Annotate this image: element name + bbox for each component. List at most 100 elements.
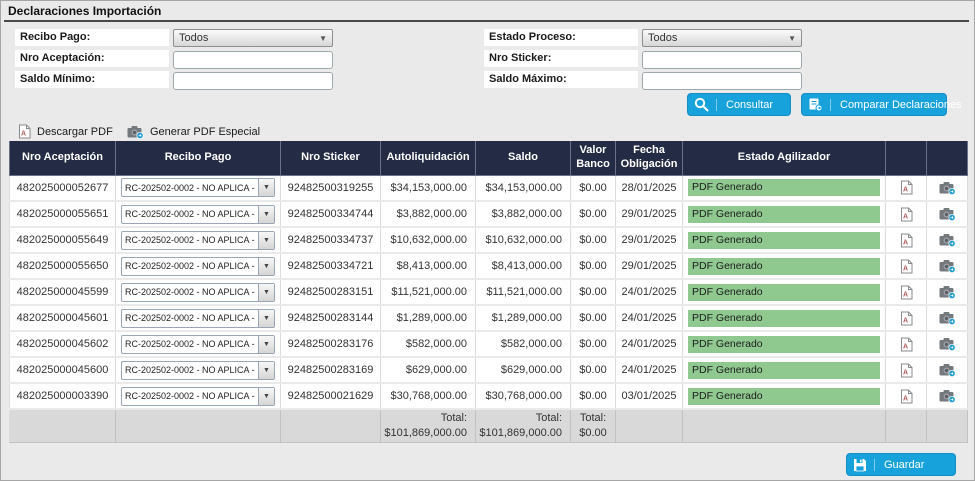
row-pdf-action[interactable]: A	[885, 253, 927, 280]
table-row: 482025000052677 RC-202502-0002 - NO APLI…	[9, 175, 968, 202]
generar-pdf-especial-label: Generar PDF Especial	[150, 125, 261, 138]
recibo-pago-row-select[interactable]: RC-202502-0002 - NO APLICA - .. ▼	[121, 256, 275, 276]
row-generar-pdf-action[interactable]	[926, 357, 968, 384]
cell-nro-aceptacion: 482025000045602	[9, 331, 116, 358]
header-pdf-column	[885, 141, 927, 176]
row-pdf-action[interactable]: A	[885, 175, 927, 202]
cell-estado-agilizador: PDF Generado	[682, 357, 886, 384]
row-pdf-action[interactable]: A	[885, 279, 927, 306]
row-generar-pdf-action[interactable]	[926, 331, 968, 358]
svg-text:A: A	[903, 187, 908, 194]
row-generar-pdf-action[interactable]	[926, 383, 968, 410]
row-generar-pdf-action[interactable]	[926, 175, 968, 202]
nro-aceptacion-input[interactable]	[173, 51, 333, 69]
generar-pdf-especial-link[interactable]: Generar PDF Especial	[127, 123, 260, 140]
cell-estado-agilizador: PDF Generado	[682, 253, 886, 280]
recibo-pago-row-select[interactable]: RC-202502-0002 - NO APLICA - .. ▼	[121, 204, 275, 224]
totals-label: Total:	[535, 412, 562, 425]
saldo-minimo-input[interactable]	[173, 72, 333, 90]
camera-icon	[127, 125, 144, 139]
cell-fecha-obligacion: 24/01/2025	[615, 331, 683, 358]
row-generar-pdf-action[interactable]	[926, 305, 968, 332]
recibo-pago-row-select[interactable]: RC-202502-0002 - NO APLICA - .. ▼	[121, 360, 275, 380]
descargar-pdf-link[interactable]: A Descargar PDF	[18, 123, 113, 140]
recibo-pago-select[interactable]: Todos ▼	[173, 29, 333, 47]
status-badge: PDF Generado	[688, 205, 880, 223]
recibo-pago-row-select[interactable]: RC-202502-0002 - NO APLICA - .. ▼	[121, 178, 275, 198]
chevron-down-icon[interactable]: ▼	[258, 283, 274, 301]
table-row: 482025000045601 RC-202502-0002 - NO APLI…	[9, 305, 968, 332]
recibo-pago-row-select[interactable]: RC-202502-0002 - NO APLICA - .. ▼	[121, 386, 275, 406]
cell-estado-agilizador: PDF Generado	[682, 279, 886, 306]
chevron-down-icon[interactable]: ▼	[258, 205, 274, 223]
row-generar-pdf-action[interactable]	[926, 279, 968, 306]
recibo-pago-row-select[interactable]: RC-202502-0002 - NO APLICA - .. ▼	[121, 282, 275, 302]
row-pdf-action[interactable]: A	[885, 201, 927, 228]
row-pdf-action[interactable]: A	[885, 357, 927, 384]
cell-recibo-pago: RC-202502-0002 - NO APLICA - .. ▼	[115, 383, 281, 410]
table-row: 482025000045602 RC-202502-0002 - NO APLI…	[9, 331, 968, 358]
estado-proceso-select[interactable]: Todos ▼	[642, 29, 802, 47]
recibo-pago-row-value: RC-202502-0002 - NO APLICA - ..	[125, 182, 258, 193]
chevron-down-icon[interactable]: ▼	[258, 335, 274, 353]
cell-valor-banco: $0.00	[570, 201, 616, 228]
svg-text:A: A	[903, 343, 908, 350]
status-badge: PDF Generado	[688, 361, 880, 379]
svg-text:A: A	[903, 291, 908, 298]
recibo-pago-row-select[interactable]: RC-202502-0002 - NO APLICA - .. ▼	[121, 334, 275, 354]
cell-nro-sticker: 92482500334737	[280, 227, 381, 254]
recibo-pago-row-select[interactable]: RC-202502-0002 - NO APLICA - .. ▼	[121, 308, 275, 328]
status-badge: PDF Generado	[688, 179, 880, 197]
guardar-button[interactable]: Guardar	[846, 453, 956, 476]
pdf-file-icon: A	[900, 259, 913, 273]
cell-nro-aceptacion: 482025000045599	[9, 279, 116, 306]
cell-valor-banco: $0.00	[570, 331, 616, 358]
cell-saldo: $10,632,000.00	[475, 227, 571, 254]
recibo-pago-row-value: RC-202502-0002 - NO APLICA - ..	[125, 391, 258, 401]
status-badge: PDF Generado	[688, 231, 880, 249]
chevron-down-icon[interactable]: ▼	[258, 309, 274, 327]
cell-valor-banco: $0.00	[570, 253, 616, 280]
row-generar-pdf-action[interactable]	[926, 227, 968, 254]
row-pdf-action[interactable]: A	[885, 383, 927, 410]
totals-empty-cell	[885, 409, 927, 443]
estado-proceso-selected-value: Todos	[648, 32, 678, 44]
chevron-down-icon[interactable]: ▼	[258, 361, 274, 379]
table-row: 482025000045599 RC-202502-0002 - NO APLI…	[9, 279, 968, 306]
status-badge: PDF Generado	[688, 335, 880, 353]
status-badge: PDF Generado	[688, 257, 880, 275]
row-pdf-action[interactable]: A	[885, 227, 927, 254]
header-recibo-pago: Recibo Pago	[115, 141, 281, 176]
row-generar-pdf-action[interactable]	[926, 253, 968, 280]
row-pdf-action[interactable]: A	[885, 331, 927, 358]
chevron-down-icon[interactable]: ▼	[258, 179, 274, 197]
cell-recibo-pago: RC-202502-0002 - NO APLICA - .. ▼	[115, 227, 281, 254]
consultar-label: Consultar	[716, 98, 773, 111]
row-pdf-action[interactable]: A	[885, 305, 927, 332]
cell-nro-aceptacion: 482025000045600	[9, 357, 116, 384]
row-generar-pdf-action[interactable]	[926, 201, 968, 228]
comparar-declaraciones-label: Comparar Declaraciones	[830, 98, 962, 111]
totals-valor-banco: Total: $0.00	[570, 409, 616, 443]
recibo-pago-row-select[interactable]: RC-202502-0002 - NO APLICA - .. ▼	[121, 230, 275, 250]
nro-sticker-input[interactable]	[642, 51, 802, 69]
chevron-down-icon[interactable]: ▼	[258, 231, 274, 249]
cell-autoliquidacion: $582,000.00	[380, 331, 476, 358]
cell-valor-banco: $0.00	[570, 357, 616, 384]
table-row: 482025000003390 RC-202502-0002 - NO APLI…	[9, 383, 968, 410]
totals-empty-cell	[9, 409, 116, 443]
cell-nro-sticker: 92482500319255	[280, 175, 381, 202]
header-autoliquidacion: Autoliquidación	[380, 141, 476, 176]
consultar-button[interactable]: Consultar	[687, 93, 791, 116]
recibo-pago-row-value: RC-202502-0002 - NO APLICA - ..	[125, 365, 258, 375]
cell-autoliquidacion: $3,882,000.00	[380, 201, 476, 228]
comparar-declaraciones-button[interactable]: Comparar Declaraciones	[801, 93, 962, 116]
chevron-down-icon[interactable]: ▼	[258, 387, 274, 405]
svg-text:A: A	[903, 213, 908, 220]
totals-empty-cell	[615, 409, 683, 443]
recibo-pago-label: Recibo Pago:	[15, 29, 169, 46]
chevron-down-icon[interactable]: ▼	[258, 257, 274, 275]
saldo-maximo-input[interactable]	[642, 72, 802, 90]
cell-fecha-obligacion: 24/01/2025	[615, 305, 683, 332]
cell-nro-sticker: 92482500283176	[280, 331, 381, 358]
